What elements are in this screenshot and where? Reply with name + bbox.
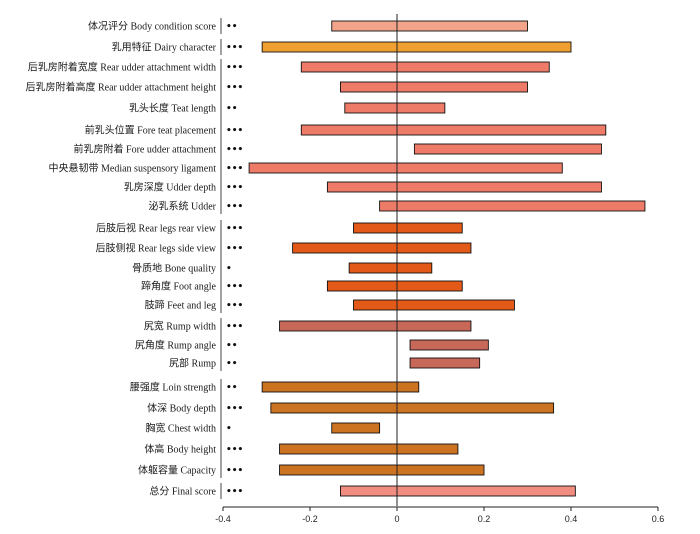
category-label: 骨质地 Bone quality: [132, 262, 216, 275]
bar: [413, 143, 602, 155]
bar: [270, 402, 555, 414]
category-label: 乳头长度 Teat length: [129, 102, 216, 115]
significance-marker: •••: [226, 282, 243, 292]
significance-marker: •••: [226, 43, 243, 53]
category-label: 蹄角度 Foot angle: [141, 280, 217, 293]
significance-marker: •••: [226, 487, 243, 497]
x-tick-label: 0.6: [652, 514, 665, 524]
significance-marker: •••: [226, 224, 243, 234]
category-label: 肢蹄 Feet and leg: [145, 299, 216, 312]
bar: [261, 41, 572, 53]
category-label: 体躯容量 Capacity: [138, 464, 216, 477]
significance-marker: ••: [226, 359, 238, 369]
category-label: 泌乳系统 Udder: [149, 200, 217, 213]
category-label: 尻角度 Rump angle: [135, 339, 217, 352]
bar: [353, 299, 515, 311]
x-tick-label: 0.2: [478, 514, 491, 524]
bar: [248, 162, 563, 174]
bar: [279, 443, 459, 455]
significance-marker: •••: [226, 145, 243, 155]
bar: [279, 464, 485, 476]
category-label: 中央悬韧带 Median suspensory ligament: [49, 162, 217, 175]
category-label: 尻部 Rump: [169, 357, 216, 370]
category-label: 胸宽 Chest width: [145, 422, 216, 435]
bar: [340, 81, 528, 93]
x-tick-label: -0.2: [302, 514, 318, 524]
significance-marker: •••: [226, 183, 243, 193]
significance-marker: •••: [226, 83, 243, 93]
significance-marker: •••: [226, 445, 243, 455]
significance-markers: ••••••••••••••••••••••••••••••••••••••••…: [226, 22, 243, 497]
category-label: 尻宽 Rump width: [144, 320, 216, 333]
category-label: 腰强度 Loin strength: [130, 381, 216, 394]
bar: [409, 357, 481, 369]
significance-marker: ••: [226, 383, 238, 393]
significance-marker: •••: [226, 244, 243, 254]
significance-marker: •: [226, 424, 232, 434]
x-tick-label: -0.4: [215, 514, 231, 524]
bar: [409, 339, 489, 351]
category-label: 前乳房附着 Fore udder attachment: [74, 143, 217, 156]
bar: [279, 320, 472, 332]
bar: [331, 20, 528, 32]
bar: [331, 422, 381, 434]
category-label: 总分 Final score: [149, 485, 216, 498]
bars: [248, 20, 646, 497]
x-tick-label: 0: [394, 514, 399, 524]
bar: [326, 181, 602, 193]
bar: [326, 280, 463, 292]
significance-marker: •••: [226, 301, 243, 311]
bar: [340, 485, 576, 497]
category-label: 后乳房附着宽度 Rear udder attachment width: [28, 61, 216, 74]
significance-marker: ••: [226, 22, 238, 32]
x-tick-label: 0.4: [565, 514, 578, 524]
category-label: 前乳头位置 Fore teat placement: [85, 124, 217, 137]
bar: [261, 381, 420, 393]
significance-marker: ••: [226, 104, 238, 114]
bar: [344, 102, 446, 114]
category-label: 后乳房附着高度 Rear udder attachment height: [25, 81, 216, 94]
bar: [353, 222, 463, 234]
category-label: 乳房深度 Udder depth: [124, 181, 216, 194]
significance-marker: •••: [226, 404, 243, 414]
x-axis: -0.4 -0.2 0 0.2 0.4 0.6: [215, 14, 664, 524]
significance-marker: •••: [226, 164, 243, 174]
significance-marker: •••: [226, 322, 243, 332]
category-label: 后肢后视 Rear legs rear view: [96, 222, 217, 235]
bar: [300, 124, 607, 136]
category-label: 后肢侧视 Rear legs side view: [95, 242, 216, 255]
bar: [292, 242, 472, 254]
bar: [300, 61, 550, 73]
category-label: 体高 Body height: [144, 443, 216, 456]
category-labels: 体况评分 Body condition score 乳用特征 Dairy char…: [25, 21, 216, 498]
category-label: 体况评分 Body condition score: [88, 21, 217, 33]
significance-marker: ••: [226, 341, 238, 351]
category-label: 体深 Body depth: [147, 403, 216, 415]
category-label: 乳用特征 Dairy character: [112, 41, 217, 54]
significance-marker: •: [226, 264, 232, 274]
significance-marker: •••: [226, 202, 243, 212]
significance-marker: •••: [226, 126, 243, 136]
significance-marker: •••: [226, 63, 243, 73]
bar: [379, 200, 646, 212]
bar: [348, 262, 433, 274]
significance-marker: •••: [226, 466, 243, 476]
